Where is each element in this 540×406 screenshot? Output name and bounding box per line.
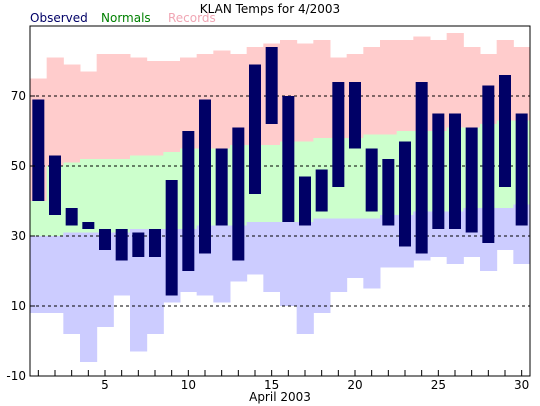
- observed-bar: [515, 113, 528, 226]
- x-tick-label: 20: [347, 378, 362, 392]
- y-tick-label: 70: [11, 89, 26, 103]
- observed-bar: [465, 127, 478, 233]
- record-low-band: [246, 222, 264, 275]
- axis-labels: -10 10 30 50 70 5 10 15 20 25 30: [6, 89, 529, 392]
- plot-frame: [29, 25, 531, 377]
- observed-bar: [182, 131, 195, 271]
- record-high-band: [63, 64, 81, 163]
- record-high-band: [380, 40, 398, 135]
- record-low-band: [496, 208, 514, 250]
- legend-normals: Normals: [101, 11, 151, 25]
- observed-bar: [382, 159, 395, 226]
- record-low-band: [296, 222, 314, 334]
- record-low-band: [46, 236, 64, 313]
- observed-bar: [499, 75, 511, 187]
- normal-band: [146, 155, 164, 229]
- observed-bar: [432, 113, 445, 229]
- observed-bar: [399, 141, 411, 247]
- axis-ticks: [30, 95, 523, 377]
- record-low-band: [130, 229, 148, 352]
- x-tick-label: 10: [181, 378, 196, 392]
- record-low-band: [213, 225, 231, 303]
- record-high-band: [213, 50, 231, 149]
- record-high-band: [80, 71, 98, 159]
- record-high-band: [146, 61, 164, 156]
- normal-band: [113, 159, 131, 233]
- record-high-band: [230, 54, 248, 145]
- record-high-band: [446, 33, 464, 128]
- record-low-band: [346, 218, 364, 278]
- record-low-band: [380, 215, 398, 268]
- record-high-band: [180, 57, 198, 149]
- observed-bar: [349, 82, 361, 149]
- observed-bar: [82, 222, 95, 229]
- observed-bar: [449, 113, 461, 229]
- observed-bar: [282, 96, 295, 222]
- record-high-band: [113, 54, 131, 159]
- y-tick-label: 10: [11, 299, 26, 313]
- observed-bar: [99, 229, 111, 250]
- observed-bar: [315, 169, 328, 212]
- observed-bar: [415, 82, 428, 254]
- x-tick-label: 25: [431, 378, 446, 392]
- normal-band: [346, 138, 364, 219]
- x-tick-label: 5: [101, 378, 109, 392]
- observed-bar: [165, 180, 178, 296]
- x-axis-label: April 2003: [249, 390, 311, 404]
- record-high-band: [363, 47, 381, 135]
- observed-bars: [32, 47, 528, 296]
- observed-bar: [199, 99, 211, 254]
- observed-bar: [115, 229, 128, 261]
- record-low-band: [63, 232, 81, 334]
- record-high-band: [163, 61, 181, 152]
- observed-bar: [65, 208, 78, 226]
- observed-bar: [299, 176, 311, 226]
- record-high-band: [296, 43, 314, 142]
- normal-band: [96, 159, 114, 233]
- record-low-band: [263, 222, 281, 292]
- record-low-band: [363, 218, 381, 289]
- record-high-band: [46, 57, 64, 166]
- record-high-band: [96, 54, 114, 159]
- record-high-band: [130, 57, 148, 156]
- record-high-band: [396, 40, 414, 131]
- record-low-band: [330, 218, 348, 292]
- normal-band: [30, 201, 48, 236]
- normal-band: [263, 145, 281, 222]
- chart-title: KLAN Temps for 4/2003: [200, 2, 340, 16]
- observed-bar: [149, 229, 161, 257]
- legend-observed: Observed: [30, 11, 88, 25]
- observed-bar: [332, 82, 345, 187]
- record-low-band: [80, 232, 98, 362]
- record-low-band: [30, 236, 48, 313]
- observed-bar: [265, 47, 278, 124]
- observed-bar: [365, 148, 378, 212]
- y-tick-label: 30: [11, 229, 26, 243]
- observed-bar: [482, 85, 495, 243]
- record-high-band: [430, 40, 448, 131]
- record-low-band: [280, 222, 298, 306]
- x-tick-label: 15: [264, 378, 279, 392]
- grid-lines: [30, 95, 530, 307]
- observed-bar: [32, 99, 45, 201]
- record-high-band: [513, 47, 531, 121]
- observed-bar: [49, 155, 61, 215]
- observed-bar: [249, 64, 261, 194]
- y-tick-label: -10: [6, 369, 26, 383]
- record-low-band: [313, 218, 331, 313]
- x-tick-label: 30: [514, 378, 529, 392]
- normal-band: [80, 159, 98, 233]
- observed-bar: [232, 127, 245, 261]
- observed-bar: [215, 148, 228, 226]
- normal-band: [130, 155, 148, 229]
- legend-records: Records: [168, 11, 216, 25]
- observed-bar: [132, 232, 145, 257]
- record-high-band: [313, 40, 331, 138]
- record-low-band: [96, 232, 114, 327]
- y-tick-label: 50: [11, 159, 26, 173]
- record-high-band: [463, 47, 481, 128]
